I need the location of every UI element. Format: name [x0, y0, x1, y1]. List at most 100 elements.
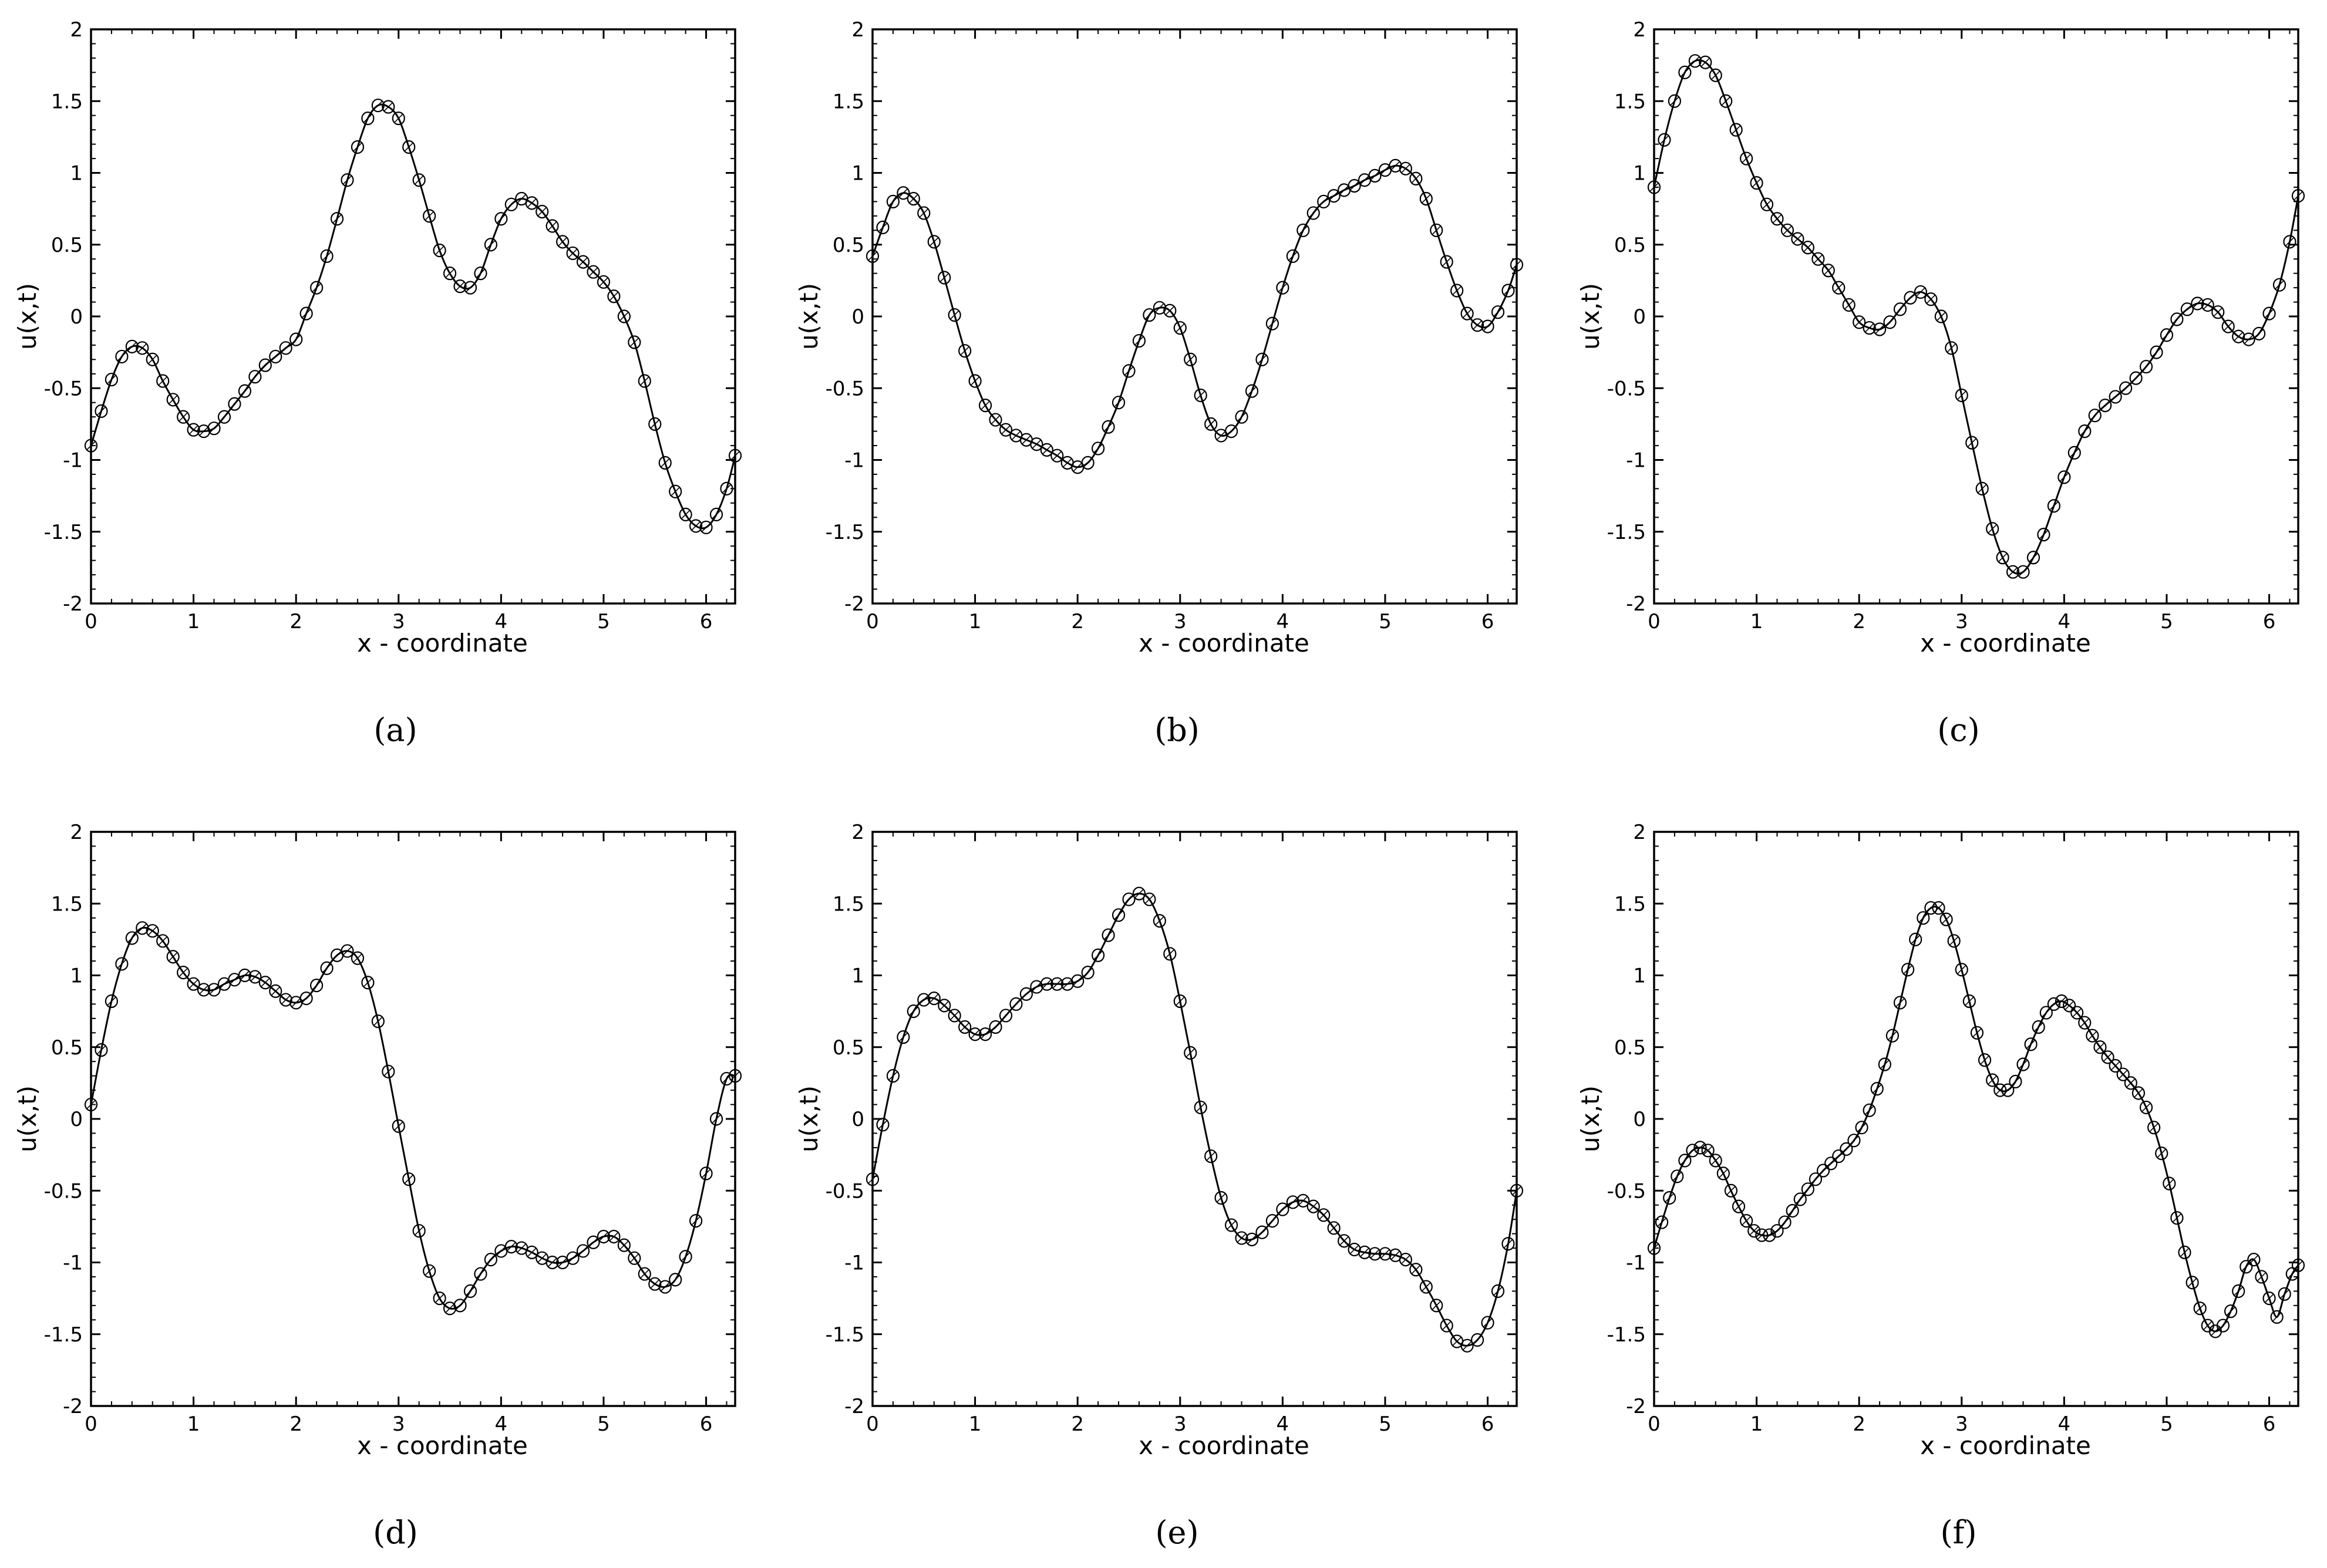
x-tick-label: 2	[1853, 1412, 1865, 1436]
data-point	[238, 384, 251, 398]
data-point-slash	[1937, 312, 1946, 321]
data-point	[1030, 437, 1043, 451]
data-point	[1699, 55, 1712, 69]
data-point-slash	[1380, 1249, 1390, 1259]
x-tick-label: 0	[866, 1412, 879, 1436]
data-point-slash	[1895, 998, 1905, 1007]
data-point-slash	[476, 269, 486, 278]
data-point	[1883, 315, 1897, 329]
data-point-slash	[578, 1246, 588, 1256]
data-point	[1791, 232, 1804, 246]
plot-frame	[871, 28, 1518, 605]
data-point-slash	[878, 222, 888, 232]
y-tick-label: 1	[70, 162, 83, 186]
data-point	[1970, 1026, 1984, 1040]
data-point	[2039, 1006, 2053, 1020]
data-point-slash	[466, 283, 475, 292]
data-point	[1409, 171, 1423, 186]
data-point-slash	[1257, 1228, 1267, 1237]
y-tick-label: -1.5	[44, 1323, 83, 1347]
data-point-slash	[898, 1033, 908, 1042]
data-point	[177, 410, 190, 424]
data-point-slash	[312, 981, 321, 990]
data-point	[258, 976, 272, 990]
data-point-slash	[1052, 451, 1062, 460]
data-point-slash	[127, 342, 137, 351]
data-point-slash	[930, 237, 939, 247]
data-point-slash	[353, 953, 362, 963]
data-point-slash	[1278, 1205, 1287, 1214]
data-point-slash	[455, 282, 465, 291]
data-point-slash	[1849, 1136, 1859, 1145]
data-point	[1658, 133, 1671, 147]
y-tick-label: -1	[63, 1252, 83, 1275]
data-point	[504, 197, 518, 211]
data-point	[1102, 928, 1115, 942]
data-point	[1358, 1245, 1372, 1259]
data-point-slash	[609, 1232, 618, 1242]
data-point	[1245, 1232, 1259, 1246]
data-point-slash	[2164, 1179, 2174, 1188]
data-point-slash	[1865, 1105, 1874, 1115]
data-point	[938, 999, 951, 1013]
data-point	[1245, 384, 1259, 398]
y-axis-label: u(x,t)	[794, 283, 823, 350]
data-point	[1917, 911, 1930, 925]
data-point-slash	[271, 986, 280, 996]
data-point-slash	[496, 1246, 506, 1256]
data-point	[2016, 565, 2030, 579]
data-point-slash	[2111, 392, 2120, 402]
data-point	[2178, 1245, 2191, 1259]
data-point-slash	[1826, 1159, 1836, 1168]
x-tick-label: 0	[866, 610, 879, 633]
data-point	[709, 1112, 723, 1126]
data-point-slash	[332, 214, 342, 224]
data-point	[1491, 305, 1505, 319]
data-point-slash	[230, 399, 239, 409]
data-point-slash	[1103, 930, 1113, 940]
data-point-slash	[1411, 1265, 1420, 1274]
data-point-slash	[1339, 186, 1349, 195]
data-point-slash	[415, 176, 424, 185]
chart-svg-d: -2 -1.5 -1 -0.5 0 0.5 1 1.5 2 0 1 2 3 4 5 6 x - coordina…	[13, 821, 742, 1551]
data-point-slash	[137, 343, 147, 353]
chart-panel-c: -2 -1.5 -1 -0.5 0 0.5 1 1.5 2 0 1 2 3 4 5 6 x - coordina…	[1563, 0, 2326, 763]
x-tick-label: 3	[1955, 1412, 1968, 1436]
data-point	[1647, 1241, 1661, 1255]
data-point	[1122, 364, 1136, 378]
data-point	[1327, 1221, 1341, 1235]
data-point-slash	[199, 985, 208, 994]
data-point-slash	[1857, 1123, 1867, 1132]
data-point	[1163, 304, 1177, 318]
data-point-slash	[2134, 1088, 2143, 1098]
data-point	[1092, 441, 1105, 456]
data-point-slash	[2141, 1102, 2151, 1112]
data-point-slash	[558, 237, 567, 247]
data-point-slash	[1370, 171, 1380, 180]
data-point-slash	[1422, 1282, 1431, 1292]
x-tick-label: 3	[392, 1412, 405, 1436]
data-point	[412, 173, 426, 187]
data-point-slash	[1988, 524, 1997, 534]
data-point	[728, 449, 742, 463]
panel-caption: (e)	[1155, 1514, 1198, 1551]
data-point-slash	[1726, 1186, 1736, 1195]
y-tick-label: -1	[844, 1252, 864, 1275]
chart-svg-c: -2 -1.5 -1 -0.5 0 0.5 1 1.5 2 0 1 2 3 4 5 6 x - coordina…	[1576, 18, 2305, 748]
x-tick-label: 1	[969, 610, 982, 633]
data-point-slash	[2234, 332, 2243, 341]
x-tick-label: 1	[1750, 610, 1763, 633]
data-point	[423, 209, 436, 223]
y-tick-label: 1.5	[833, 892, 864, 916]
data-point-slash	[661, 458, 670, 467]
data-point	[1204, 1149, 1218, 1164]
data-point	[146, 352, 159, 366]
data-point	[1389, 159, 1402, 173]
data-point-slash	[1813, 254, 1823, 264]
data-point	[1847, 1134, 1861, 1148]
data-point	[1840, 1142, 1853, 1156]
data-point-slash	[1895, 305, 1905, 314]
data-point-slash	[404, 1175, 413, 1184]
data-point-slash	[1247, 386, 1257, 396]
panel-caption: (c)	[1937, 711, 1979, 748]
